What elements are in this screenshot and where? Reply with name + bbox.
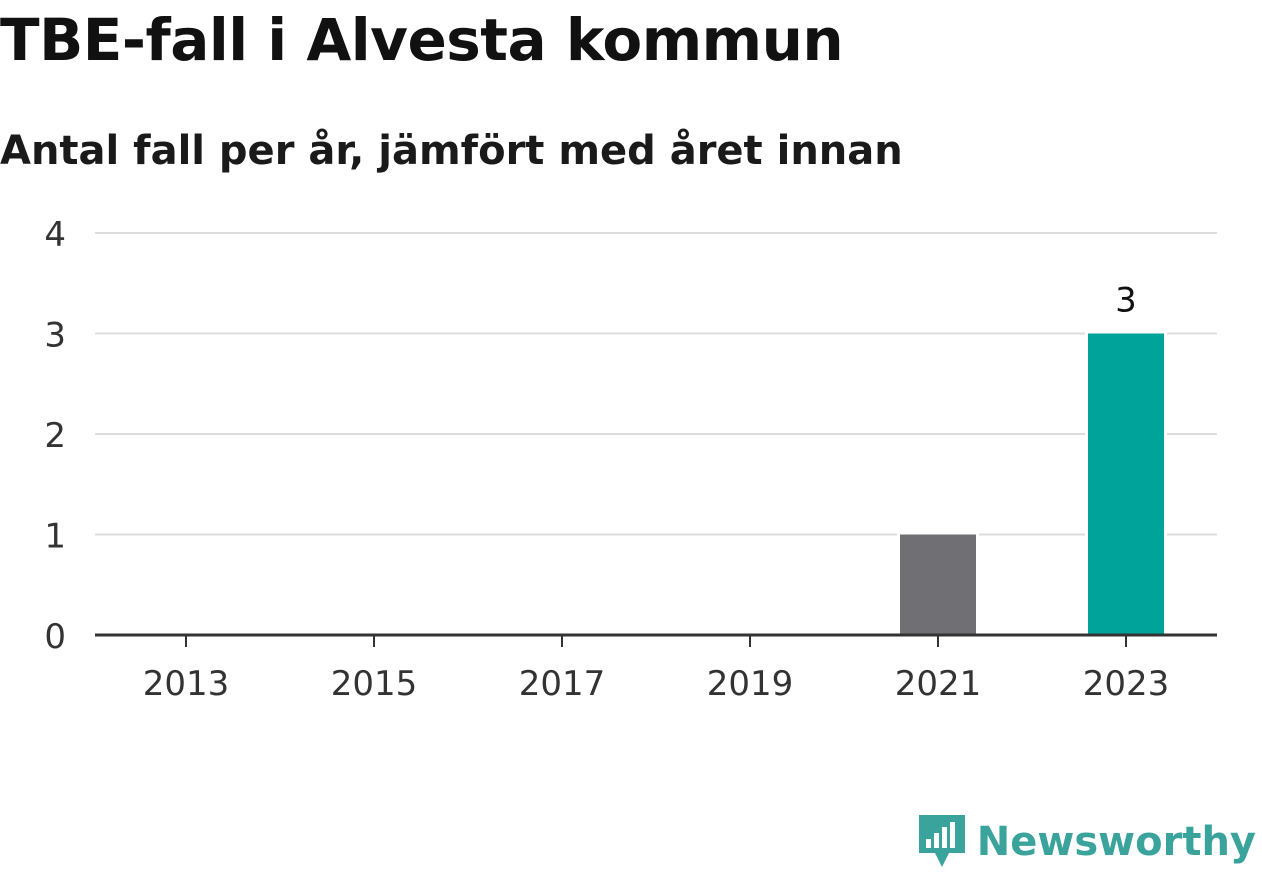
bar-chart: 0 1 2 3 4 3 2013 2015 2017 2019 2021 2023 (44, 215, 1217, 704)
y-tick-label: 2 (44, 416, 66, 456)
data-label-2023: 3 (1115, 281, 1137, 321)
bar-2023 (1088, 333, 1164, 635)
y-tick-label: 3 (44, 316, 66, 356)
x-tick-label: 2021 (895, 664, 982, 704)
brand-name: Newsworthy (976, 819, 1256, 865)
x-tick-label: 2019 (707, 664, 794, 704)
y-tick-label: 1 (44, 517, 66, 557)
newsworthy-logo-icon (918, 815, 965, 867)
x-tick-label: 2017 (519, 664, 606, 704)
x-tick-label: 2013 (143, 664, 230, 704)
newsworthy-brand: Newsworthy (917, 813, 1256, 871)
y-tick-label: 0 (44, 617, 66, 657)
x-tick-label: 2023 (1083, 664, 1170, 704)
chart-subtitle: Antal fall per år, jämfört med året inna… (0, 128, 903, 174)
y-tick-label: 4 (44, 215, 66, 255)
chart-title: TBE-fall i Alvesta kommun (0, 6, 844, 74)
bar-2021 (900, 534, 976, 635)
x-tick-label: 2015 (331, 664, 418, 704)
